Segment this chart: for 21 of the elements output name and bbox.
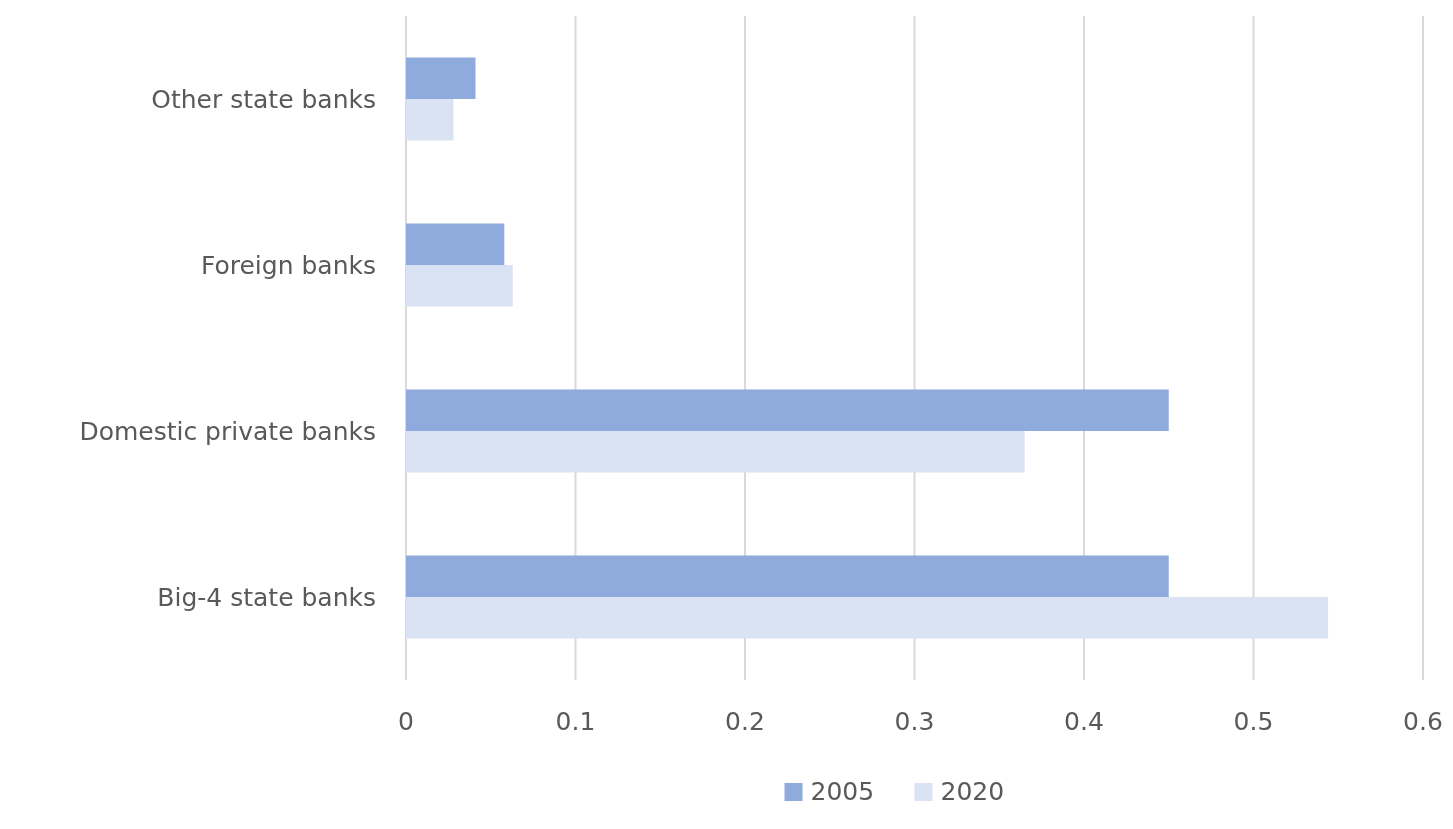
y-tick-label: Foreign banks — [200, 250, 376, 280]
y-tick-label: Big-4 state banks — [157, 582, 376, 612]
bar — [406, 265, 513, 307]
legend-label: 2005 — [810, 777, 875, 806]
x-tick-label: 0.4 — [1064, 707, 1104, 736]
y-tick-label: Other state banks — [151, 84, 376, 114]
bar — [406, 389, 1169, 431]
x-tick-label: 0.1 — [555, 707, 596, 736]
x-tick-label: 0.3 — [894, 707, 935, 736]
bar — [406, 555, 1169, 597]
x-tick-label: 0.6 — [1403, 707, 1443, 736]
bar — [406, 99, 454, 141]
x-tick-label: 0.5 — [1233, 707, 1274, 736]
x-tick-label: 0.2 — [725, 707, 765, 736]
bar — [406, 223, 505, 265]
x-tick-label: 0 — [398, 707, 414, 736]
bar — [406, 431, 1025, 473]
legend-label: 2020 — [940, 777, 1005, 806]
bar — [406, 57, 476, 99]
y-tick-label: Domestic private banks — [79, 416, 376, 446]
bar — [406, 597, 1329, 639]
